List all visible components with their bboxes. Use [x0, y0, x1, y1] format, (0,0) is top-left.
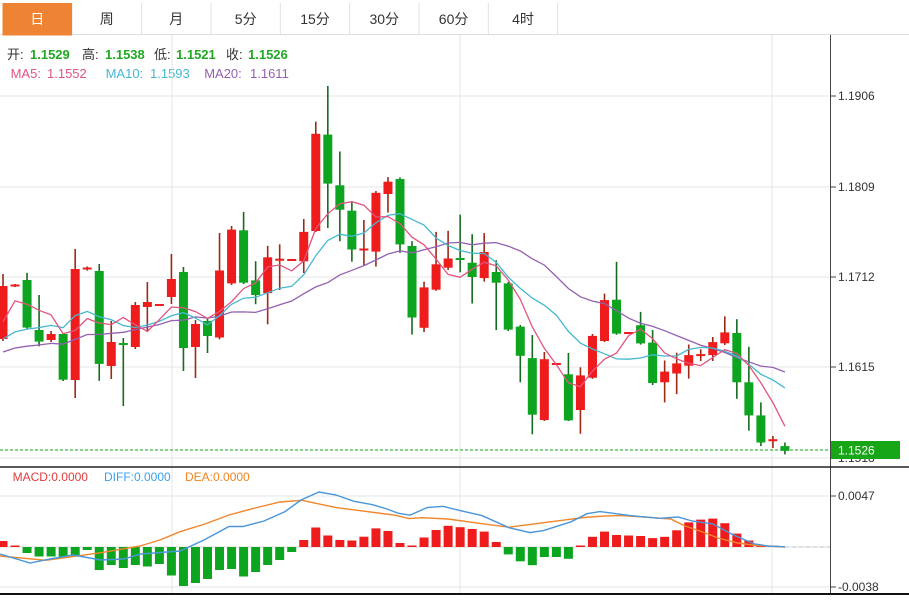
svg-text:1.1538: 1.1538	[105, 47, 145, 62]
svg-text:1.1526: 1.1526	[838, 444, 875, 458]
svg-text:60分: 60分	[439, 11, 469, 27]
svg-text:1.1615: 1.1615	[838, 360, 875, 374]
svg-text:1.1552: 1.1552	[47, 66, 87, 81]
svg-text:1.1712: 1.1712	[838, 270, 875, 284]
svg-text:日: 日	[30, 11, 44, 27]
svg-text:1.1526: 1.1526	[248, 47, 288, 62]
svg-text:DIFF:0.0000: DIFF:0.0000	[104, 470, 171, 484]
svg-text:0.0047: 0.0047	[838, 489, 875, 503]
svg-text:1.1809: 1.1809	[838, 180, 875, 194]
svg-text:-0.0038: -0.0038	[838, 580, 879, 594]
svg-text:MACD:0.0000: MACD:0.0000	[13, 470, 89, 484]
svg-text:4时: 4时	[512, 11, 534, 27]
svg-text:15分: 15分	[300, 11, 330, 27]
svg-text:低:: 低:	[154, 47, 171, 62]
svg-text:MA5:: MA5:	[11, 66, 41, 81]
svg-text:1.1611: 1.1611	[250, 66, 289, 81]
svg-text:30分: 30分	[370, 11, 400, 27]
svg-text:1.1529: 1.1529	[30, 47, 70, 62]
svg-text:1.1906: 1.1906	[838, 89, 875, 103]
svg-text:5分: 5分	[235, 11, 257, 27]
svg-text:周: 周	[100, 11, 114, 27]
svg-text:1.1521: 1.1521	[176, 47, 216, 62]
svg-text:MA20:: MA20:	[204, 66, 242, 81]
svg-text:月: 月	[169, 11, 183, 27]
svg-text:DEA:0.0000: DEA:0.0000	[185, 470, 250, 484]
svg-text:收:: 收:	[226, 47, 243, 62]
svg-text:开:: 开:	[7, 47, 24, 62]
svg-text:1.1593: 1.1593	[150, 66, 190, 81]
svg-text:MA10:: MA10:	[106, 66, 144, 81]
svg-text:高:: 高:	[82, 47, 99, 62]
